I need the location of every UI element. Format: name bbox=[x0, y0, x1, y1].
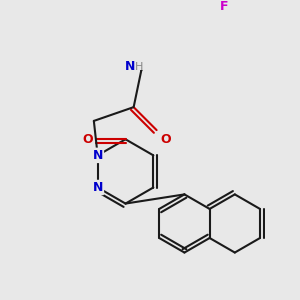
Text: O: O bbox=[160, 133, 171, 146]
Text: O: O bbox=[82, 133, 93, 146]
Text: N: N bbox=[92, 181, 103, 194]
Text: N: N bbox=[92, 149, 103, 162]
Text: H: H bbox=[135, 61, 143, 72]
Text: N: N bbox=[124, 60, 135, 73]
Text: F: F bbox=[220, 0, 228, 14]
